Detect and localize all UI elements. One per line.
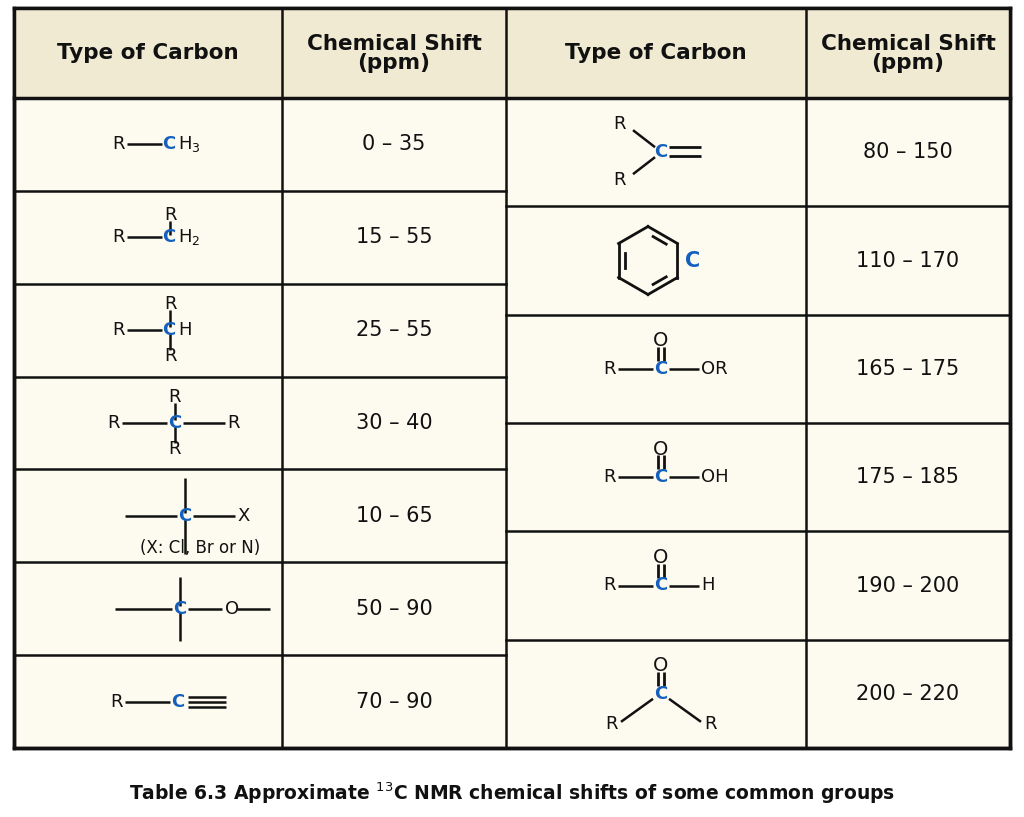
Text: R: R: [605, 715, 618, 733]
Text: (ppm): (ppm): [871, 53, 944, 73]
Text: H: H: [178, 321, 191, 339]
Text: 190 – 200: 190 – 200: [856, 575, 959, 596]
Text: C: C: [162, 228, 175, 246]
Text: C: C: [654, 685, 668, 703]
Text: R: R: [603, 468, 616, 486]
Text: C: C: [162, 136, 175, 154]
Text: C: C: [685, 251, 700, 270]
Text: 80 – 150: 80 – 150: [863, 142, 953, 162]
Text: R: R: [169, 440, 181, 458]
Text: R: R: [227, 414, 240, 432]
Text: R: R: [613, 115, 626, 133]
Text: 0 – 35: 0 – 35: [362, 135, 426, 154]
Text: 2: 2: [191, 234, 199, 248]
Text: Table 6.3 Approximate $^{13}$C NMR chemical shifts of some common groups: Table 6.3 Approximate $^{13}$C NMR chemi…: [129, 780, 895, 806]
Text: O: O: [225, 600, 240, 618]
Text: Type of Carbon: Type of Carbon: [57, 43, 239, 63]
Text: C: C: [654, 359, 668, 377]
Text: 25 – 55: 25 – 55: [355, 320, 432, 340]
Text: O: O: [653, 440, 669, 458]
Text: 175 – 185: 175 – 185: [856, 467, 959, 487]
Text: R: R: [705, 715, 717, 733]
Text: Type of Carbon: Type of Carbon: [565, 43, 746, 63]
Text: (ppm): (ppm): [357, 53, 430, 73]
Text: R: R: [113, 136, 125, 154]
Text: OR: OR: [701, 359, 728, 377]
Text: 15 – 55: 15 – 55: [355, 227, 432, 248]
Text: R: R: [603, 577, 616, 595]
Text: C: C: [171, 693, 184, 711]
Text: O: O: [653, 548, 669, 567]
Text: R: R: [113, 321, 125, 339]
Text: H: H: [178, 136, 191, 154]
Text: 200 – 220: 200 – 220: [856, 684, 959, 703]
Text: R: R: [603, 359, 616, 377]
Text: R: R: [164, 206, 176, 225]
Text: O: O: [653, 656, 669, 676]
Text: 110 – 170: 110 – 170: [856, 251, 959, 270]
Text: C: C: [654, 577, 668, 595]
Text: X: X: [237, 507, 250, 525]
Text: OH: OH: [701, 468, 729, 486]
Text: H: H: [178, 228, 191, 246]
Text: Chemical Shift: Chemical Shift: [820, 34, 995, 54]
Text: 50 – 90: 50 – 90: [355, 599, 432, 618]
Text: (X: Cl, Br or N): (X: Cl, Br or N): [140, 539, 260, 557]
Text: R: R: [111, 693, 123, 711]
Text: 70 – 90: 70 – 90: [355, 691, 432, 712]
Text: C: C: [654, 143, 668, 161]
Text: Chemical Shift: Chemical Shift: [306, 34, 481, 54]
Text: R: R: [613, 172, 626, 190]
Text: R: R: [108, 414, 120, 432]
Text: R: R: [169, 388, 181, 406]
Text: C: C: [178, 507, 191, 525]
Text: R: R: [113, 228, 125, 246]
Text: R: R: [164, 295, 176, 313]
Text: C: C: [168, 414, 181, 432]
Text: C: C: [654, 468, 668, 486]
Text: H: H: [701, 577, 715, 595]
Text: 3: 3: [191, 142, 199, 155]
Text: C: C: [162, 321, 175, 339]
Text: O: O: [653, 332, 669, 350]
Text: R: R: [164, 347, 176, 365]
Text: 10 – 65: 10 – 65: [355, 506, 432, 526]
Text: C: C: [173, 600, 186, 618]
Bar: [14, 8, 1010, 98]
Text: 165 – 175: 165 – 175: [856, 359, 959, 379]
Text: 30 – 40: 30 – 40: [355, 413, 432, 433]
